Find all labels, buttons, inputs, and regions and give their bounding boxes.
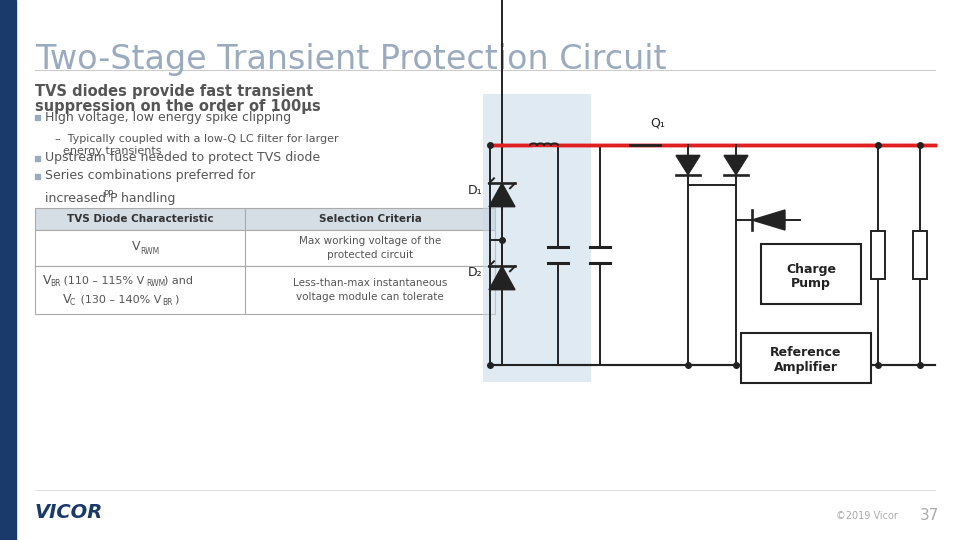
Bar: [35, 230, 495, 266]
Text: C: C: [70, 298, 75, 307]
Text: 37: 37: [920, 509, 940, 523]
Bar: [871, 231, 885, 279]
Polygon shape: [724, 156, 748, 174]
Polygon shape: [676, 156, 700, 174]
Polygon shape: [752, 210, 785, 230]
Text: TVS Diode Characteristic: TVS Diode Characteristic: [66, 214, 213, 224]
Text: RWM: RWM: [146, 279, 165, 288]
Text: RWM: RWM: [140, 246, 159, 255]
Text: (110 – 115% V: (110 – 115% V: [60, 275, 144, 286]
Bar: [0, 0, 16, 540]
Bar: [913, 231, 927, 279]
Bar: [35, 156, 40, 161]
Text: BR: BR: [50, 279, 60, 288]
Text: D₁: D₁: [468, 184, 482, 197]
Text: ©2019 Vicor: ©2019 Vicor: [836, 511, 898, 521]
Text: D₂: D₂: [468, 267, 482, 280]
Text: VICOR: VICOR: [35, 503, 104, 523]
Text: Q₁: Q₁: [650, 116, 665, 129]
Bar: [483, 94, 591, 382]
FancyBboxPatch shape: [741, 333, 871, 383]
Text: ): ): [174, 295, 179, 305]
Text: PP: PP: [103, 190, 113, 199]
Text: Selection Criteria: Selection Criteria: [319, 214, 421, 224]
Polygon shape: [489, 266, 515, 289]
Text: increased P: increased P: [45, 192, 117, 205]
Text: Reference: Reference: [770, 347, 842, 360]
Text: (130 – 140% V: (130 – 140% V: [77, 295, 161, 305]
Bar: [35, 115, 40, 120]
Text: ) and: ) and: [164, 275, 193, 286]
Polygon shape: [489, 183, 515, 207]
Text: Series combinations preferred for: Series combinations preferred for: [45, 170, 255, 183]
Text: suppression on the order of 100μs: suppression on the order of 100μs: [35, 99, 321, 114]
Text: Less-than-max instantaneous
voltage module can tolerate: Less-than-max instantaneous voltage modu…: [293, 279, 447, 302]
Text: V: V: [63, 293, 71, 306]
Bar: [35, 174, 40, 179]
Text: Max working voltage of the
protected circuit: Max working voltage of the protected cir…: [299, 237, 442, 260]
Text: TVS diodes provide fast transient: TVS diodes provide fast transient: [35, 84, 313, 99]
Text: Amplifier: Amplifier: [774, 361, 838, 374]
Text: Charge: Charge: [786, 264, 836, 276]
Text: V: V: [43, 274, 52, 287]
Bar: [35, 208, 495, 230]
Text: BR: BR: [162, 298, 173, 307]
FancyBboxPatch shape: [761, 244, 861, 304]
Text: Two-Stage Transient Protection Circuit: Two-Stage Transient Protection Circuit: [35, 43, 666, 76]
Text: V: V: [132, 240, 140, 253]
Text: –  Typically coupled with a low-Q LC filter for larger: – Typically coupled with a low-Q LC filt…: [55, 134, 339, 144]
Text: Pump: Pump: [791, 276, 831, 289]
Text: energy transients: energy transients: [63, 146, 161, 156]
Text: Upstream fuse needed to protect TVS diode: Upstream fuse needed to protect TVS diod…: [45, 152, 320, 165]
Text: handling: handling: [117, 192, 176, 205]
Text: High voltage, low energy spike clipping: High voltage, low energy spike clipping: [45, 111, 291, 124]
Bar: [35, 266, 495, 314]
